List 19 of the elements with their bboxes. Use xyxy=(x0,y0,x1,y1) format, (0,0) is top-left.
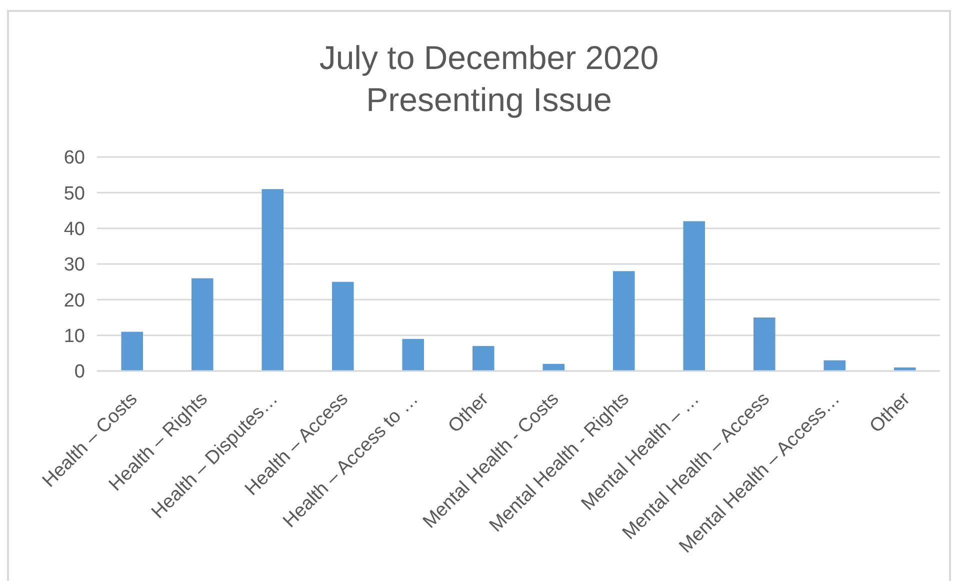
bar xyxy=(683,221,706,371)
bar xyxy=(753,318,776,371)
bar xyxy=(402,338,424,371)
bar xyxy=(262,189,284,371)
bar xyxy=(472,346,494,371)
y-tick-label: 40 xyxy=(64,218,85,240)
y-tick-label: 20 xyxy=(64,290,85,312)
bar xyxy=(332,282,354,371)
chart-title: July to December 2020 Presenting Issue xyxy=(319,39,659,118)
bar xyxy=(612,271,635,371)
bar xyxy=(121,332,144,371)
y-tick-label: 50 xyxy=(64,183,85,204)
bar xyxy=(824,360,846,371)
y-tick-label: 60 xyxy=(64,148,85,169)
y-tick-label: 10 xyxy=(64,326,85,347)
y-tick-label: 30 xyxy=(64,254,85,276)
y-tick-label: 0 xyxy=(74,362,85,383)
bar xyxy=(542,364,565,371)
bar xyxy=(191,278,214,371)
